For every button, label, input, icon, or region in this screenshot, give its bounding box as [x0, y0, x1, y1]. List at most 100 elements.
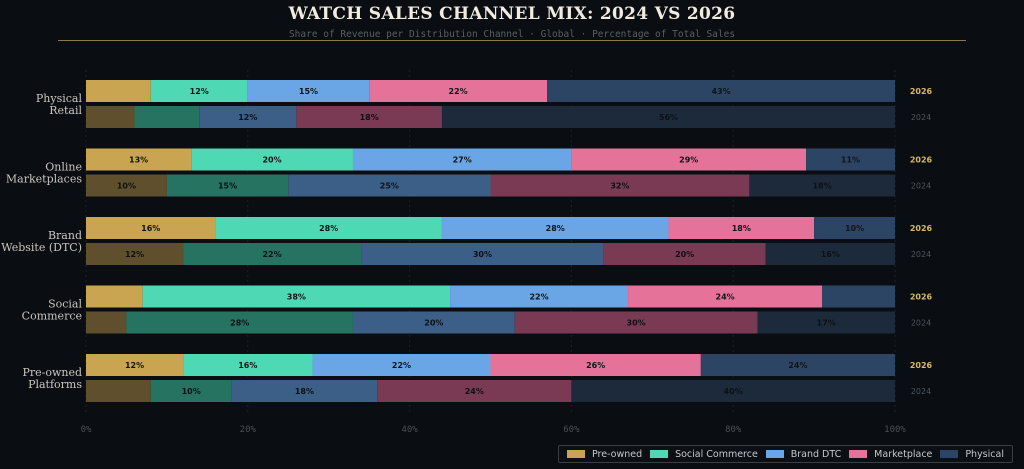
bar-segment: [352, 148, 572, 171]
bar-segment: [86, 106, 135, 128]
bar-segment: [86, 285, 143, 308]
bar-segment: [450, 285, 629, 308]
bar-value-label: 28%: [230, 319, 249, 328]
legend-item: Brand DTC: [765, 448, 842, 460]
bar-value-label: 26%: [586, 361, 605, 370]
legend-swatch: [566, 450, 585, 458]
bar-segment: [757, 311, 895, 334]
bar-value-label: 27%: [453, 156, 472, 165]
bar-value-label: 20%: [262, 156, 281, 165]
bar-value-label: 12%: [190, 87, 209, 96]
legend-label: Physical: [965, 448, 1004, 460]
bar-segment: [231, 380, 378, 402]
year-label: 2024: [911, 387, 931, 396]
bar-value-label: 16%: [141, 224, 160, 233]
legend-label: Brand DTC: [790, 448, 842, 460]
x-tick-label: 100%: [884, 425, 906, 435]
x-tick-label: 80%: [725, 425, 742, 435]
legend-item: Marketplace: [849, 449, 932, 460]
bar-segment: [150, 80, 248, 102]
x-tick-label: 20%: [240, 425, 257, 435]
year-label: 2024: [911, 250, 931, 259]
bar-value-label: 18%: [360, 113, 379, 122]
chart-subtitle: Share of Revenue per Distribution Channe…: [288, 29, 736, 40]
bar-value-label: 24%: [716, 293, 735, 302]
bar-segment: [603, 243, 766, 265]
bar-segment: [361, 243, 604, 265]
bar-value-label: 22%: [262, 250, 281, 259]
bar-segment: [490, 354, 701, 376]
bar-value-label: 12%: [125, 361, 144, 370]
year-label: 2024: [911, 319, 931, 328]
bar-segment: [86, 217, 216, 239]
category-label: Social Commerce: [22, 298, 83, 323]
bar-value-label: 11%: [841, 156, 860, 165]
bar-value-label: 25%: [380, 182, 399, 191]
bar-value-label: 43%: [711, 87, 730, 96]
bar-segment: [571, 380, 895, 402]
bar-segment: [312, 354, 491, 376]
bar-value-label: 20%: [675, 250, 694, 259]
bar-value-label: 20%: [424, 319, 443, 328]
bar-value-label: 15%: [218, 182, 237, 191]
legend-label: Marketplace: [874, 448, 933, 460]
bar-value-label: 28%: [319, 224, 338, 233]
bar-segment: [142, 285, 451, 308]
bar-value-label: 12%: [125, 250, 144, 259]
bar-value-label: 10%: [845, 224, 864, 233]
bar-segment: [296, 106, 442, 128]
bar-segment: [86, 243, 184, 265]
bar-segment: [490, 174, 750, 197]
bar-segment: [86, 354, 184, 376]
bar-segment: [806, 148, 895, 171]
bar-segment: [86, 174, 167, 197]
bar-segment: [215, 217, 442, 239]
bar-segment: [183, 243, 362, 265]
legend-swatch: [940, 450, 959, 458]
bar-segment: [369, 80, 548, 102]
bar-segment: [126, 311, 353, 334]
legend-label: Social Commerce: [675, 448, 758, 460]
bar-value-label: 13%: [129, 156, 148, 165]
year-label: 2026: [910, 361, 933, 370]
category-label: Physical Retail: [36, 92, 83, 117]
bar-segment: [199, 106, 297, 128]
bar-value-label: 56%: [659, 113, 678, 122]
bar-segment: [86, 380, 151, 402]
bar-value-label: 16%: [238, 361, 257, 370]
category-label: Online Marketplaces: [6, 161, 82, 186]
year-label: 2026: [910, 156, 933, 165]
year-label: 2024: [911, 182, 931, 191]
legend-label: Pre-owned: [591, 448, 643, 460]
category-label: Brand Website (DTC): [1, 229, 82, 254]
bar-segment: [822, 285, 895, 308]
category-label: Pre-owned Platforms: [22, 366, 82, 391]
bar-segment: [514, 311, 758, 334]
bar-value-label: 10%: [117, 182, 136, 191]
bar-value-label: 15%: [299, 87, 318, 96]
bar-value-label: 29%: [679, 156, 698, 165]
bar-value-label: 18%: [295, 387, 314, 396]
bar-segment: [183, 354, 313, 376]
bar-segment: [86, 148, 192, 171]
bar-segment: [86, 80, 151, 102]
bar-segment: [441, 106, 895, 128]
bar-segment: [547, 80, 895, 102]
bar-value-label: 40%: [724, 387, 743, 396]
bar-segment: [765, 243, 895, 265]
bar-segment: [352, 311, 515, 334]
bar-value-label: 18%: [732, 224, 751, 233]
year-label: 2024: [911, 113, 931, 122]
bar-segment: [814, 217, 895, 239]
legend-item: Pre-owned: [566, 448, 643, 460]
bar-value-label: 10%: [182, 387, 201, 396]
year-label: 2026: [910, 87, 933, 96]
bar-segment: [700, 354, 895, 376]
year-label: 2026: [910, 293, 933, 302]
bar-value-label: 32%: [610, 182, 629, 191]
bar-value-label: 17%: [817, 319, 836, 328]
bar-value-label: 18%: [813, 182, 832, 191]
bar-segment: [749, 174, 895, 197]
bar-segment: [571, 148, 807, 171]
